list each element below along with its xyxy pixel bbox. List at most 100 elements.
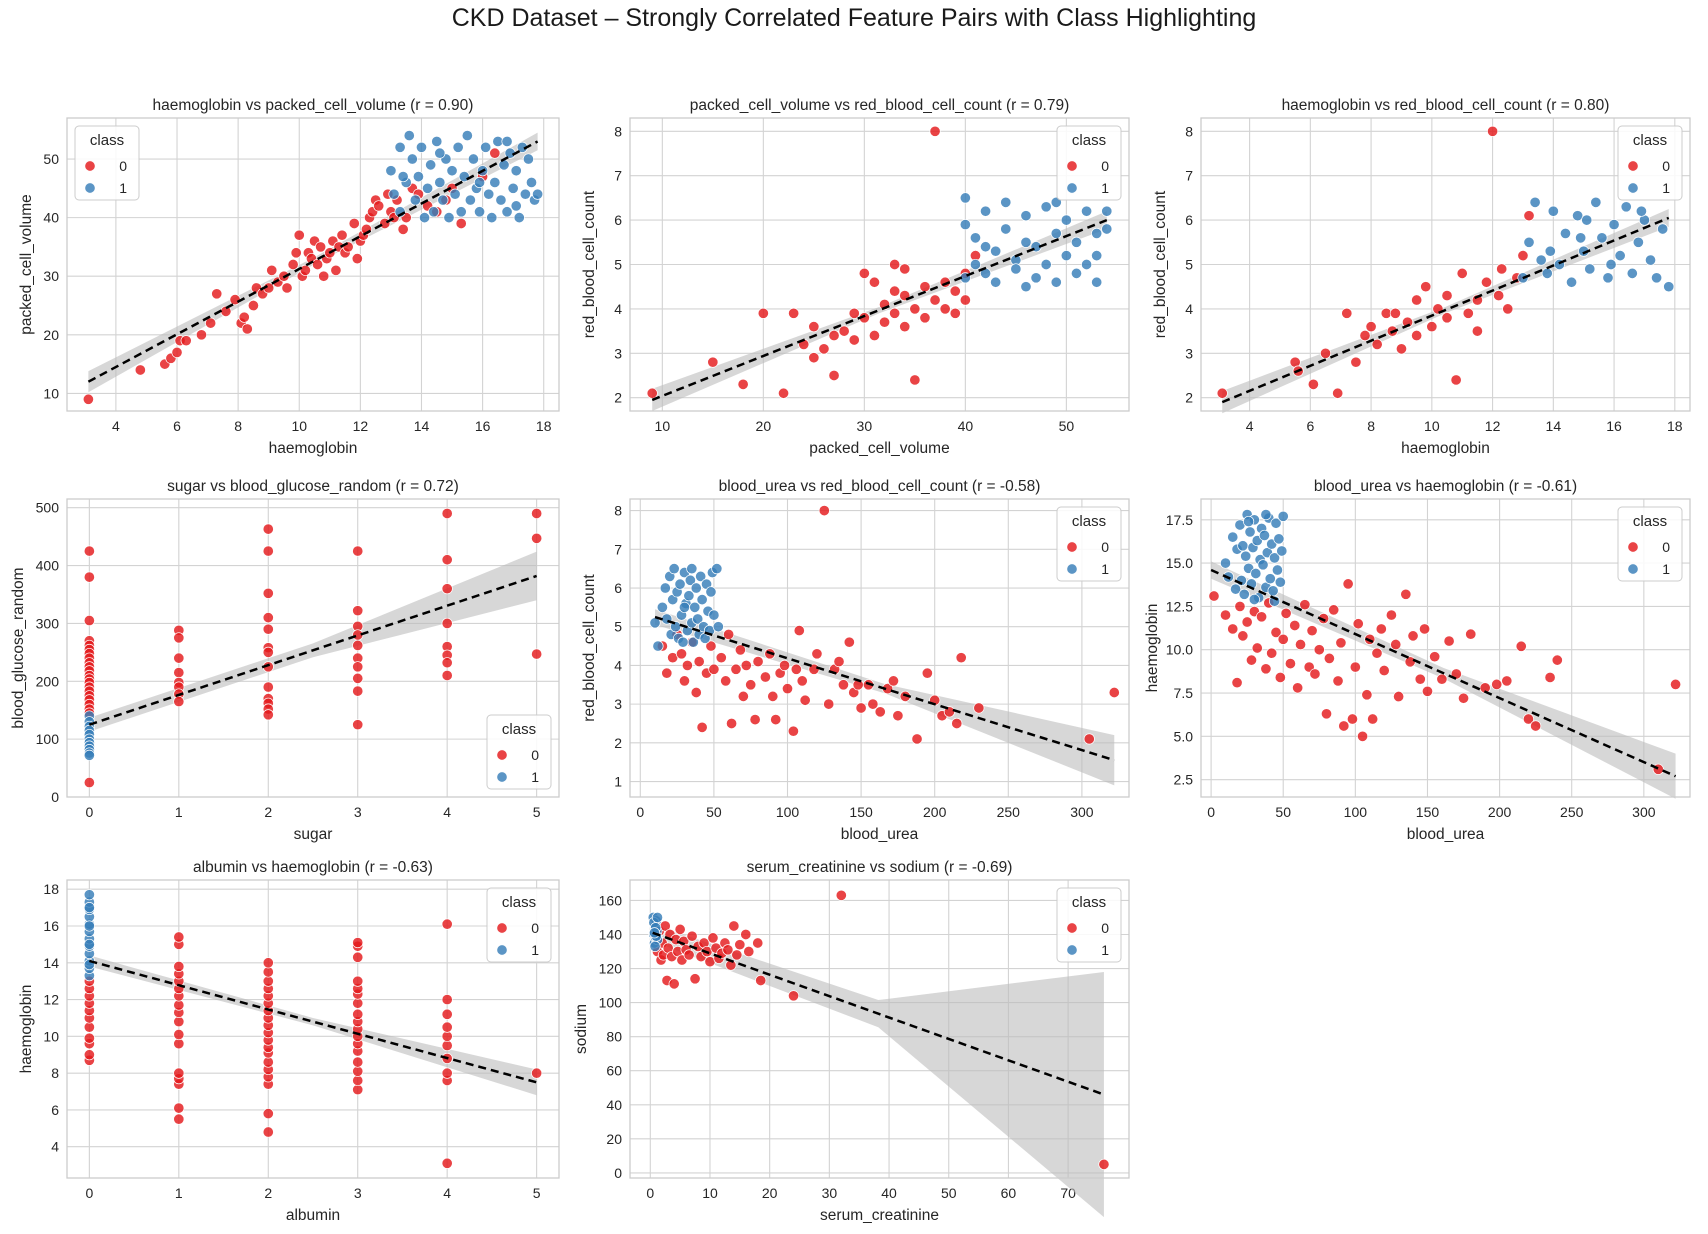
- data-point-class-1: [1541, 267, 1553, 279]
- data-point-class-0: [690, 686, 702, 699]
- data-point-class-1: [415, 141, 428, 153]
- data-point-class-1: [437, 194, 449, 206]
- data-point-class-1: [1101, 223, 1113, 235]
- data-point-class-0: [1443, 635, 1455, 647]
- data-point-class-0: [1389, 307, 1401, 319]
- data-point-class-0: [848, 334, 860, 346]
- data-point-class-0: [1320, 708, 1333, 720]
- data-point-class-1: [406, 153, 418, 165]
- data-point-class-1: [1602, 272, 1614, 284]
- data-point-class-0: [397, 223, 409, 235]
- data-point-class-0: [1338, 720, 1350, 732]
- data-point-class-0: [352, 605, 364, 617]
- x-tick-label: 20: [762, 1185, 778, 1201]
- data-point-class-0: [352, 545, 364, 557]
- data-point-class-0: [262, 1056, 274, 1068]
- data-point-class-0: [441, 1021, 453, 1033]
- x-tick-label: 6: [1306, 418, 1314, 434]
- legend-label: 1: [1101, 942, 1109, 958]
- data-point-class-0: [1367, 713, 1379, 725]
- legend-title: class: [1633, 513, 1667, 530]
- legend-marker-class-1: [1627, 563, 1639, 575]
- data-point-class-1: [1250, 567, 1262, 580]
- data-point-class-1: [83, 938, 95, 950]
- legend: class 0 1: [1617, 506, 1683, 582]
- x-tick-label: 8: [234, 418, 242, 434]
- data-point-class-0: [173, 1067, 185, 1079]
- x-tick-label: 200: [1488, 804, 1512, 820]
- data-point-class-0: [1407, 630, 1419, 642]
- data-point-class-1: [695, 570, 707, 582]
- data-point-class-1: [467, 153, 479, 165]
- y-tick-label: 100: [36, 731, 60, 747]
- x-tick-label: 2: [264, 1185, 272, 1201]
- y-axis-label: sodium: [573, 1004, 590, 1054]
- x-tick-label: 4: [443, 804, 451, 820]
- data-point-class-0: [674, 923, 686, 935]
- legend-box: [1617, 125, 1683, 201]
- data-point-class-1: [403, 130, 415, 142]
- data-point-class-0: [1284, 658, 1296, 670]
- data-point-class-1: [1581, 214, 1593, 226]
- data-point-class-0: [352, 1008, 364, 1020]
- legend-label: 0: [1662, 158, 1670, 174]
- data-point-class-1: [1260, 509, 1272, 521]
- x-tick-label: 0: [85, 804, 93, 820]
- data-point-class-1: [1070, 236, 1083, 248]
- data-point-class-0: [1227, 623, 1239, 635]
- data-point-class-0: [83, 614, 95, 627]
- data-point-class-0: [1241, 616, 1253, 628]
- x-tick-label: 0: [85, 1185, 93, 1201]
- data-point-class-0: [1401, 316, 1414, 328]
- data-point-class-1: [1277, 510, 1289, 522]
- data-point-class-1: [486, 212, 498, 224]
- data-point-class-0: [173, 1113, 185, 1125]
- y-tick-label: 8: [614, 123, 622, 139]
- regression-line: [1221, 216, 1670, 404]
- data-point-class-0: [441, 918, 453, 930]
- axes-frame: [1200, 498, 1691, 798]
- data-point-class-1: [1230, 583, 1242, 595]
- data-point-class-0: [1411, 294, 1423, 306]
- data-point-class-0: [1309, 668, 1321, 680]
- data-point-class-0: [441, 617, 453, 629]
- data-point-class-0: [790, 663, 802, 675]
- data-point-class-0: [767, 690, 779, 702]
- data-point-class-1: [449, 188, 461, 200]
- y-tick-label: 7: [614, 541, 622, 557]
- y-tick-label: 17.5: [1166, 512, 1193, 528]
- data-point-class-0: [1501, 675, 1513, 687]
- y-tick-label: 4: [614, 657, 622, 673]
- legend: class 0 1: [74, 125, 140, 201]
- data-point-class-0: [336, 229, 348, 241]
- data-point-class-0: [173, 667, 185, 679]
- data-point-class-0: [455, 217, 467, 230]
- y-tick-label: 18: [43, 881, 59, 897]
- data-point-class-0: [919, 281, 931, 293]
- confidence-band: [89, 551, 537, 732]
- x-tick-label: 18: [1667, 418, 1683, 434]
- data-point-class-0: [205, 317, 217, 329]
- x-tick-label: 20: [756, 418, 772, 434]
- data-point-class-0: [1208, 590, 1220, 602]
- y-tick-label: 2.5: [1174, 772, 1194, 788]
- data-point-class-0: [787, 990, 800, 1002]
- data-point-class-1: [525, 176, 538, 189]
- data-point-class-0: [951, 717, 963, 730]
- x-axis-label: haemoglobin: [269, 440, 358, 457]
- data-point-class-1: [1267, 585, 1279, 597]
- x-tick-label: 2: [264, 804, 272, 820]
- data-point-class-0: [352, 997, 364, 1009]
- data-point-class-0: [843, 636, 855, 648]
- data-point-class-0: [441, 669, 453, 682]
- data-point-class-0: [1530, 720, 1542, 732]
- data-point-class-1: [397, 171, 409, 183]
- figure-title: CKD Dataset – Strongly Correlated Featur…: [451, 4, 1257, 32]
- data-point-class-0: [441, 1157, 453, 1169]
- legend-marker-class-0: [1627, 160, 1639, 172]
- data-point-class-0: [211, 288, 223, 300]
- data-point-class-0: [1371, 338, 1383, 350]
- data-point-class-0: [1277, 633, 1289, 645]
